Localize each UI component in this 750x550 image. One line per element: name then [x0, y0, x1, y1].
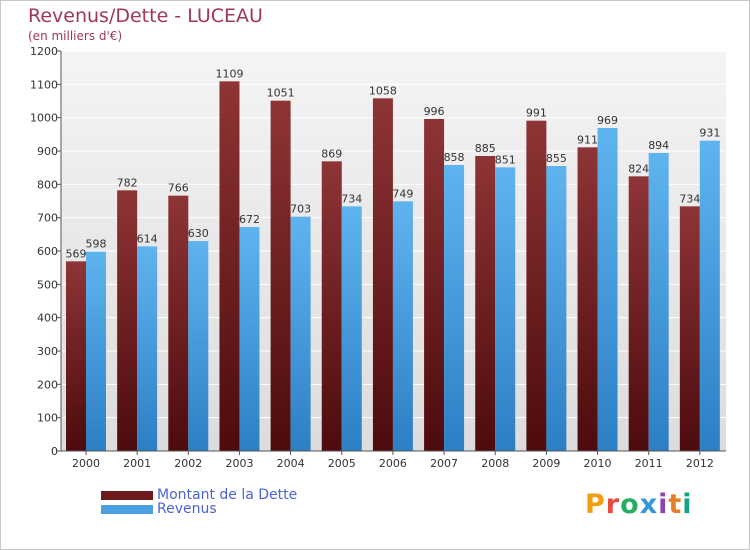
data-label-revenus-2001: 614 [137, 232, 158, 245]
y-tick-label: 400 [37, 312, 58, 325]
bar-debt-2009 [526, 120, 547, 452]
bar-debt-2001 [117, 190, 138, 452]
bar-revenus-2011 [648, 153, 669, 451]
proxiti-logo: Proxiti [585, 489, 693, 520]
data-label-debt-2006: 1058 [369, 84, 397, 97]
data-label-revenus-2003: 672 [239, 213, 260, 226]
data-label-revenus-2005: 734 [341, 192, 362, 205]
data-label-debt-2007: 996 [424, 105, 445, 118]
bar-revenus-2008 [495, 167, 516, 452]
chart-subtitle: (en milliers d'€) [28, 29, 123, 43]
bar-debt-2002 [168, 195, 189, 451]
y-tick-label: 1000 [30, 112, 58, 125]
data-label-debt-2012: 734 [679, 192, 700, 205]
bar-revenus-2007 [444, 165, 465, 451]
data-label-debt-2009: 991 [526, 107, 547, 120]
y-tick-label: 800 [37, 178, 58, 191]
bar-debt-2010 [577, 147, 598, 452]
data-label-debt-2001: 782 [117, 176, 138, 189]
x-tick-label: 2012 [686, 457, 714, 470]
bar-debt-2008 [475, 156, 496, 451]
legend-swatch-debt [101, 490, 153, 500]
x-tick-label: 2007 [430, 457, 458, 470]
bar-revenus-2003 [239, 227, 260, 451]
x-tick-label: 2004 [277, 457, 305, 470]
data-label-revenus-2011: 894 [648, 139, 669, 152]
bar-revenus-2001 [137, 246, 158, 451]
bar-revenus-2009 [546, 166, 567, 451]
y-tick-label: 600 [37, 245, 58, 258]
data-label-revenus-2010: 969 [597, 114, 618, 127]
data-label-debt-2004: 1051 [267, 87, 295, 100]
data-label-revenus-2004: 703 [290, 203, 311, 216]
x-tick-label: 2000 [72, 457, 100, 470]
y-tick-label: 700 [37, 212, 58, 225]
x-tick-label: 2006 [379, 457, 407, 470]
y-tick-label: 900 [37, 145, 58, 158]
data-label-revenus-2007: 858 [444, 151, 465, 164]
bar-debt-2005 [321, 161, 342, 452]
data-label-debt-2011: 824 [628, 162, 649, 175]
y-tick-label: 1100 [30, 78, 58, 91]
x-tick-label: 2011 [635, 457, 663, 470]
bar-debt-2011 [628, 176, 649, 452]
x-tick-label: 2005 [328, 457, 356, 470]
bar-revenus-2010 [597, 128, 618, 451]
bar-revenus-2004 [290, 216, 311, 451]
legend-item-debt: Montant de la Dette [101, 487, 297, 503]
data-label-revenus-2008: 851 [495, 153, 516, 166]
bar-revenus-2005 [341, 206, 362, 451]
bar-revenus-2000 [86, 251, 106, 451]
data-label-debt-2002: 766 [168, 182, 189, 195]
bar-debt-2003 [219, 81, 240, 451]
data-label-debt-2000: 569 [66, 247, 87, 260]
legend-label-debt: Montant de la Dette [157, 487, 298, 503]
data-label-debt-2010: 911 [577, 133, 598, 146]
legend-label-revenus: Revenus [157, 501, 217, 517]
y-tick-label: 0 [51, 445, 58, 458]
data-label-revenus-2009: 855 [546, 152, 567, 165]
data-label-debt-2003: 1109 [215, 67, 243, 80]
data-label-revenus-2000: 598 [86, 238, 107, 251]
bar-debt-2006 [372, 98, 393, 451]
x-tick-label: 2009 [532, 457, 560, 470]
y-tick-label: 300 [37, 345, 58, 358]
bar-debt-2012 [679, 206, 700, 451]
data-label-revenus-2006: 749 [392, 187, 413, 200]
data-label-revenus-2002: 630 [188, 227, 209, 240]
x-tick-label: 2003 [225, 457, 253, 470]
chart-title: Revenus/Dette - LUCEAU [28, 5, 263, 27]
bar-revenus-2006 [392, 201, 413, 451]
y-tick-label: 500 [37, 278, 58, 291]
legend-item-revenus: Revenus [101, 501, 217, 517]
bar-debt-2007 [424, 119, 445, 451]
bar-revenus-2012 [699, 140, 720, 451]
data-label-debt-2008: 885 [475, 142, 496, 155]
x-tick-label: 2002 [174, 457, 202, 470]
y-tick-label: 200 [37, 378, 58, 391]
x-tick-label: 2008 [481, 457, 509, 470]
x-tick-label: 2001 [123, 457, 151, 470]
y-tick-label: 1200 [30, 45, 58, 58]
data-label-debt-2005: 869 [321, 147, 342, 160]
y-tick-label: 100 [37, 412, 58, 425]
bar-debt-2004 [270, 100, 291, 452]
legend-swatch-revenus [101, 504, 153, 514]
x-tick-label: 2010 [584, 457, 612, 470]
data-label-revenus-2012: 931 [699, 127, 720, 140]
bar-revenus-2002 [188, 241, 209, 451]
bar-debt-2000 [66, 261, 86, 451]
